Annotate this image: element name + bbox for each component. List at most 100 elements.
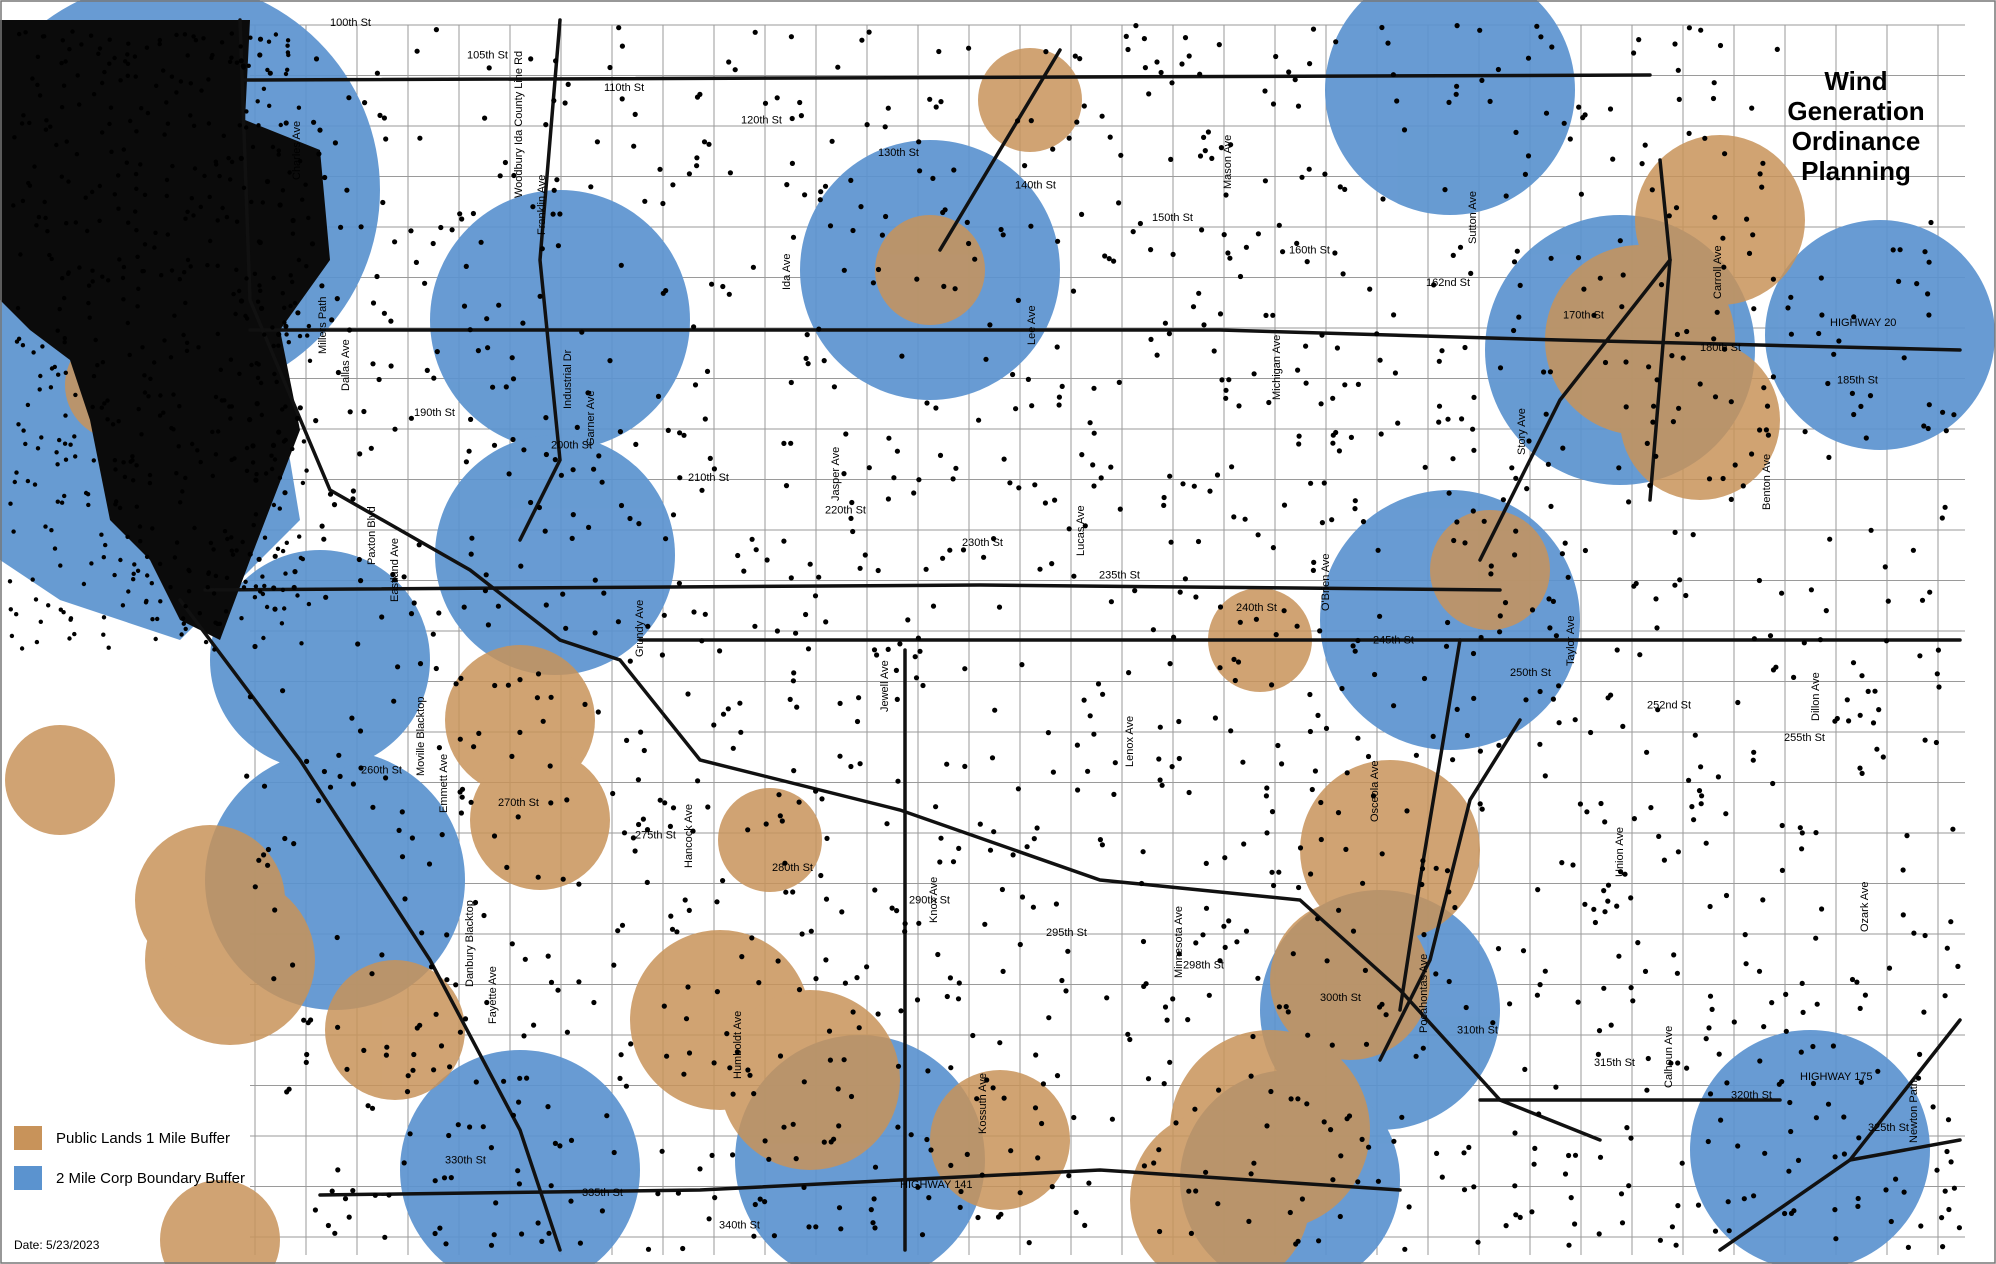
dwelling-point [1150, 627, 1156, 633]
dwelling-point [284, 332, 289, 337]
dwelling-point [1743, 961, 1749, 967]
dwelling-point [895, 1063, 902, 1069]
dwelling-point [1222, 855, 1228, 861]
road-label: Emmett Ave [438, 754, 450, 813]
dwelling-point [125, 52, 130, 57]
dwelling-point [1186, 1188, 1192, 1194]
dwelling-point [1855, 1195, 1861, 1202]
dwelling-point [670, 182, 676, 188]
dwelling-point [1206, 992, 1212, 998]
dwelling-point [472, 899, 479, 906]
dwelling-point [1934, 1167, 1940, 1173]
dwelling-point [1255, 231, 1261, 237]
dwelling-point [138, 162, 143, 167]
dwelling-point [1202, 148, 1208, 154]
dwelling-point [322, 174, 328, 181]
dwelling-point [707, 455, 713, 461]
dwelling-point [1232, 677, 1238, 684]
dwelling-point [1237, 273, 1244, 280]
public-lands-buffer-zone [718, 788, 822, 892]
dwelling-point [150, 617, 155, 622]
dwelling-point [488, 1145, 494, 1151]
dwelling-point [790, 678, 797, 684]
dwelling-point [23, 441, 28, 447]
dwelling-point [796, 799, 802, 805]
dwelling-point [1819, 312, 1825, 318]
dwelling-point [960, 547, 967, 553]
dwelling-point [565, 81, 571, 87]
dwelling-point [562, 100, 568, 106]
dwelling-point [1394, 98, 1400, 104]
dwelling-point [1319, 332, 1325, 338]
dwelling-point [1707, 993, 1714, 999]
dwelling-point [1217, 604, 1224, 610]
dwelling-point [812, 593, 819, 599]
dwelling-point [357, 728, 364, 734]
dwelling-point [1513, 129, 1519, 135]
dwelling-point [230, 552, 236, 557]
dwelling-point [227, 404, 232, 409]
dwelling-point [521, 1033, 527, 1039]
dwelling-point [272, 457, 278, 462]
dwelling-point [1562, 1171, 1569, 1177]
dwelling-point [657, 166, 663, 172]
dwelling-point [294, 415, 301, 421]
dwelling-point [1029, 403, 1035, 409]
dwelling-point [1648, 805, 1654, 811]
dwelling-point [1211, 348, 1217, 354]
dwelling-point [1525, 153, 1532, 159]
dwelling-point [1723, 892, 1730, 899]
dwelling-point [1581, 286, 1587, 292]
dwelling-point [539, 1238, 545, 1244]
dwelling-point [938, 99, 944, 105]
dwelling-point [1602, 909, 1608, 915]
dwelling-point [1223, 192, 1229, 198]
dwelling-point [1421, 932, 1427, 938]
dwelling-point [542, 528, 548, 534]
dwelling-point [1618, 869, 1624, 875]
dwelling-point [1132, 588, 1138, 594]
dwelling-point [725, 706, 731, 712]
dwelling-point [787, 696, 793, 703]
dwelling-point [1133, 23, 1139, 29]
dwelling-point [395, 664, 401, 670]
dwelling-point [1580, 115, 1586, 121]
dwelling-point [1352, 648, 1358, 654]
dwelling-point [238, 298, 245, 304]
road-label: 240th St [1236, 602, 1277, 614]
dwelling-point [60, 276, 65, 281]
dwelling-point [1269, 682, 1275, 688]
road-label: 160th St [1289, 245, 1330, 257]
dwelling-point [1317, 628, 1323, 634]
dwelling-point [335, 1167, 341, 1173]
dwelling-point [157, 413, 163, 418]
dwelling-point [1675, 67, 1681, 73]
dwelling-point [1236, 403, 1242, 409]
dwelling-point [180, 616, 186, 621]
dwelling-point [982, 921, 988, 927]
dwelling-point [439, 832, 445, 838]
dwelling-point [1774, 46, 1780, 53]
dwelling-point [555, 987, 561, 993]
dwelling-point [225, 536, 230, 542]
dwelling-point [307, 358, 313, 363]
dwelling-point [501, 1078, 507, 1084]
dwelling-point [560, 876, 566, 882]
dwelling-point [296, 105, 302, 110]
dwelling-point [548, 694, 554, 700]
dwelling-point [1059, 977, 1065, 984]
dwelling-point [607, 358, 613, 364]
dwelling-point [1799, 980, 1805, 987]
dwelling-point [332, 1230, 338, 1236]
dwelling-point [157, 41, 162, 47]
dwelling-point [290, 962, 296, 968]
dwelling-point [34, 639, 40, 645]
dwelling-point [1496, 742, 1502, 748]
dwelling-point [1541, 369, 1547, 375]
dwelling-point [745, 827, 751, 833]
dwelling-point [1711, 336, 1717, 342]
dwelling-point [827, 223, 834, 229]
dwelling-point [1108, 464, 1114, 470]
